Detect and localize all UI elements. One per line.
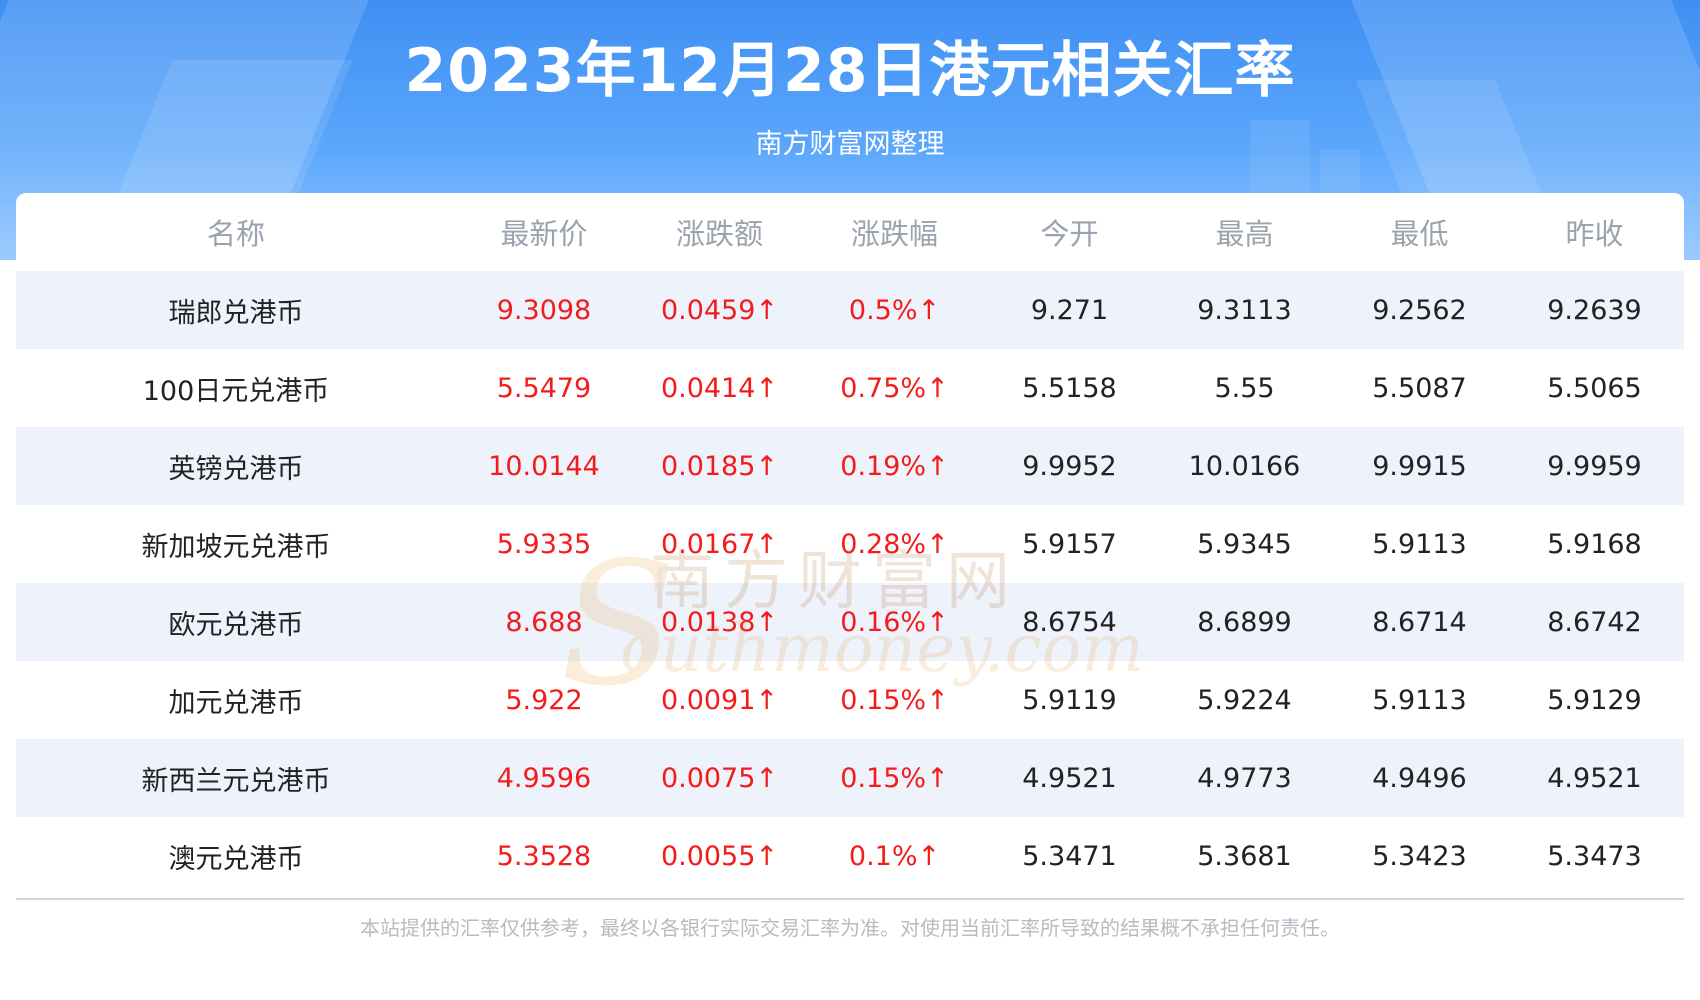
table-header: 名称 最新价 涨跌额 涨跌幅 今开 最高 最低 昨收 xyxy=(16,193,1684,271)
low-price: 5.9113 xyxy=(1372,528,1467,560)
latest-price: 5.9335 xyxy=(496,528,592,560)
open-price: 5.9119 xyxy=(1022,684,1117,716)
prev-close-price: 9.2639 xyxy=(1547,294,1642,326)
table-body: 瑞郎兑港币 9.3098 0.0459↑ 0.5%↑ 9.271 9.3113 … xyxy=(16,271,1684,895)
currency-pair-name: 澳元兑港币 xyxy=(168,843,304,875)
high-price: 5.9224 xyxy=(1197,684,1292,716)
table-row: 瑞郎兑港币 9.3098 0.0459↑ 0.5%↑ 9.271 9.3113 … xyxy=(16,271,1684,349)
prev-close-price: 8.6742 xyxy=(1547,606,1642,638)
table-row: 加元兑港币 5.922 0.0091↑ 0.15%↑ 5.9119 5.9224… xyxy=(16,661,1684,739)
high-price: 10.0166 xyxy=(1188,450,1301,482)
currency-pair-name: 加元兑港币 xyxy=(168,687,304,719)
low-price: 5.9113 xyxy=(1372,684,1467,716)
column-header-prev-close: 昨收 xyxy=(1565,217,1624,251)
low-price: 5.3423 xyxy=(1372,840,1467,872)
currency-pair-name: 100日元兑港币 xyxy=(142,375,330,407)
disclaimer-text: 本站提供的汇率仅供参考，最终以各银行实际交易汇率为准。对使用当前汇率所导致的结果… xyxy=(360,916,1340,940)
table-row: 新加坡元兑港币 5.9335 0.0167↑ 0.28%↑ 5.9157 5.9… xyxy=(16,505,1684,583)
change-amount: 0.0167↑ xyxy=(660,528,779,560)
open-price: 5.3471 xyxy=(1022,840,1117,872)
high-price: 5.55 xyxy=(1214,372,1275,404)
currency-pair-name: 英镑兑港币 xyxy=(168,453,304,485)
column-header-low: 最低 xyxy=(1390,217,1449,251)
column-header-high: 最高 xyxy=(1215,217,1274,251)
currency-pair-name: 新西兰元兑港币 xyxy=(141,765,331,797)
change-percent: 0.75%↑ xyxy=(840,372,949,404)
latest-price: 5.5479 xyxy=(496,372,592,404)
prev-close-price: 5.9129 xyxy=(1547,684,1642,716)
prev-close-price: 5.5065 xyxy=(1547,372,1642,404)
low-price: 5.5087 xyxy=(1372,372,1467,404)
currency-pair-name: 瑞郎兑港币 xyxy=(168,297,304,329)
high-price: 4.9773 xyxy=(1197,762,1292,794)
change-percent: 0.19%↑ xyxy=(840,450,949,482)
latest-price: 10.0144 xyxy=(488,450,600,482)
open-price: 9.9952 xyxy=(1022,450,1117,482)
change-percent: 0.16%↑ xyxy=(840,606,949,638)
low-price: 4.9496 xyxy=(1372,762,1467,794)
column-header-change-pct: 涨跌幅 xyxy=(850,217,938,251)
latest-price: 5.922 xyxy=(505,684,583,716)
prev-close-price: 9.9959 xyxy=(1547,450,1642,482)
change-percent: 0.1%↑ xyxy=(848,840,941,872)
change-percent: 0.5%↑ xyxy=(848,294,941,326)
column-header-change: 涨跌额 xyxy=(675,217,763,251)
table-row: 新西兰元兑港币 4.9596 0.0075↑ 0.15%↑ 4.9521 4.9… xyxy=(16,739,1684,817)
prev-close-price: 5.3473 xyxy=(1547,840,1642,872)
column-header-latest: 最新价 xyxy=(500,217,588,251)
change-percent: 0.28%↑ xyxy=(840,528,949,560)
high-price: 5.3681 xyxy=(1197,840,1292,872)
page-subtitle: 南方财富网整理 xyxy=(755,129,945,160)
page-title: 2023年12月28日港元相关汇率 xyxy=(404,36,1296,106)
open-price: 5.5158 xyxy=(1022,372,1117,404)
prev-close-price: 4.9521 xyxy=(1547,762,1642,794)
latest-price: 8.688 xyxy=(505,606,583,638)
latest-price: 9.3098 xyxy=(496,294,592,326)
low-price: 9.9915 xyxy=(1372,450,1467,482)
prev-close-price: 5.9168 xyxy=(1547,528,1642,560)
low-price: 9.2562 xyxy=(1372,294,1467,326)
high-price: 5.9345 xyxy=(1197,528,1292,560)
high-price: 9.3113 xyxy=(1197,294,1292,326)
table-row: 100日元兑港币 5.5479 0.0414↑ 0.75%↑ 5.5158 5.… xyxy=(16,349,1684,427)
change-percent: 0.15%↑ xyxy=(840,762,949,794)
change-amount: 0.0138↑ xyxy=(660,606,779,638)
column-header-name: 名称 xyxy=(206,217,265,251)
low-price: 8.6714 xyxy=(1372,606,1467,638)
currency-pair-name: 欧元兑港币 xyxy=(168,609,304,641)
change-amount: 0.0459↑ xyxy=(660,294,779,326)
change-amount: 0.0091↑ xyxy=(660,684,779,716)
table-row: 澳元兑港币 5.3528 0.0055↑ 0.1%↑ 5.3471 5.3681… xyxy=(16,817,1684,895)
rates-table: 名称 最新价 涨跌额 涨跌幅 今开 最高 最低 昨收 瑞郎兑港币 9.3098 … xyxy=(16,193,1684,900)
change-amount: 0.0075↑ xyxy=(660,762,779,794)
change-amount: 0.0414↑ xyxy=(660,372,779,404)
table-row: 欧元兑港币 8.688 0.0138↑ 0.16%↑ 8.6754 8.6899… xyxy=(16,583,1684,661)
change-percent: 0.15%↑ xyxy=(840,684,949,716)
table-row: 英镑兑港币 10.0144 0.0185↑ 0.19%↑ 9.9952 10.0… xyxy=(16,427,1684,505)
open-price: 8.6754 xyxy=(1022,606,1117,638)
latest-price: 4.9596 xyxy=(496,762,592,794)
high-price: 8.6899 xyxy=(1197,606,1292,638)
open-price: 5.9157 xyxy=(1022,528,1117,560)
latest-price: 5.3528 xyxy=(496,840,592,872)
open-price: 9.271 xyxy=(1030,294,1109,326)
open-price: 4.9521 xyxy=(1022,762,1117,794)
currency-pair-name: 新加坡元兑港币 xyxy=(141,531,331,563)
change-amount: 0.0185↑ xyxy=(660,450,779,482)
column-header-open: 今开 xyxy=(1040,217,1099,251)
change-amount: 0.0055↑ xyxy=(660,840,779,872)
